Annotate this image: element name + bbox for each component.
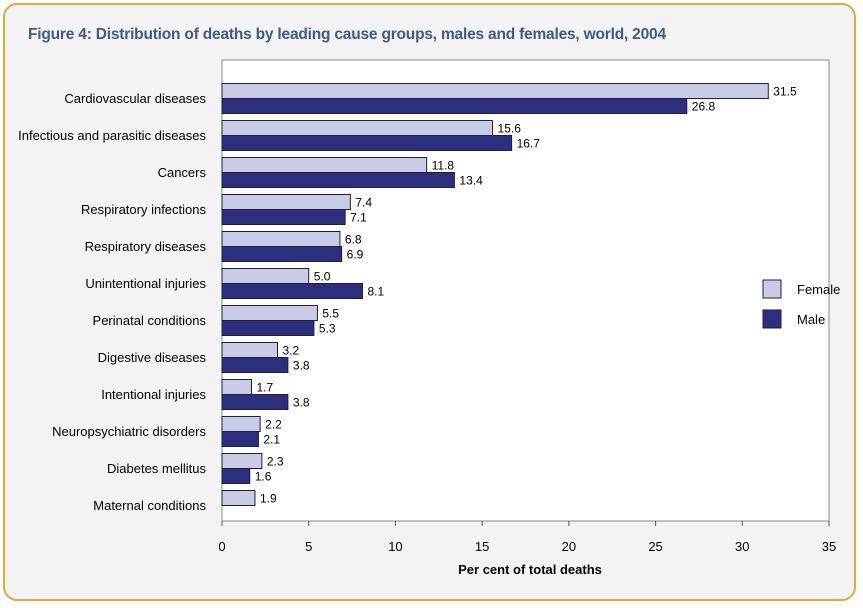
bar-female (221, 305, 318, 321)
bar-female (221, 268, 310, 284)
x-tick-label: 5 (305, 539, 312, 554)
legend-label-female: Female (797, 282, 840, 297)
category-label: Respiratory diseases (85, 239, 207, 254)
legend-swatch-female (762, 279, 782, 299)
bar-male (221, 172, 455, 188)
category-label: Infectious and parasitic diseases (18, 128, 206, 143)
bar-male (221, 394, 289, 410)
data-label: 2.2 (265, 418, 282, 432)
category-label: Respiratory infections (81, 202, 206, 217)
bar-male (221, 209, 346, 225)
x-tick-label: 30 (735, 539, 749, 554)
bar-male (221, 357, 289, 373)
category-label: Digestive diseases (98, 350, 207, 365)
bar-female (221, 83, 769, 99)
data-label: 26.8 (692, 100, 716, 114)
bar-female (221, 231, 341, 247)
data-label: 8.1 (367, 285, 384, 299)
x-tick-label: 20 (562, 539, 576, 554)
data-label: 2.1 (263, 433, 280, 447)
chart-title: Figure 4: Distribution of deaths by lead… (28, 26, 666, 43)
bar-male (221, 246, 343, 262)
x-tick-label: 35 (822, 539, 836, 554)
data-label: 5.0 (314, 270, 331, 284)
data-label: 1.9 (260, 492, 277, 506)
bar-female (221, 379, 252, 395)
data-label: 1.7 (256, 381, 273, 395)
bar-male (221, 320, 315, 336)
x-axis-label: Per cent of total deaths (458, 562, 602, 577)
x-tick-label: 25 (648, 539, 662, 554)
category-label: Perinatal conditions (93, 313, 207, 328)
data-label: 7.1 (350, 211, 367, 225)
bar-female (221, 157, 428, 173)
data-label: 6.8 (345, 233, 362, 247)
x-tick-label: 10 (388, 539, 402, 554)
data-label: 2.3 (267, 455, 284, 469)
bar-male (221, 431, 259, 447)
bar-male (221, 468, 251, 484)
bar-male (221, 135, 513, 151)
category-label: Unintentional injuries (85, 276, 206, 291)
bar-male (221, 98, 688, 114)
data-label: 13.4 (459, 174, 483, 188)
bar-female (221, 120, 494, 136)
data-label: 5.3 (319, 322, 336, 336)
data-label: 3.8 (293, 396, 310, 410)
category-label: Diabetes mellitus (107, 461, 206, 476)
bar-female (221, 194, 351, 210)
x-tick-label: 0 (218, 539, 225, 554)
data-label: 31.5 (773, 85, 797, 99)
bar-female (221, 342, 278, 358)
legend-label-male: Male (797, 312, 825, 327)
category-label: Intentional injuries (101, 387, 206, 402)
x-tick-label: 15 (475, 539, 489, 554)
data-label: 7.4 (355, 196, 372, 210)
category-label: Maternal conditions (93, 498, 206, 513)
data-label: 1.6 (255, 470, 272, 484)
category-label: Cardiovascular diseases (64, 91, 206, 106)
category-label: Neuropsychiatric disorders (52, 424, 206, 439)
data-label: 3.2 (282, 344, 299, 358)
bar-male (221, 283, 363, 299)
data-label: 11.8 (432, 159, 455, 173)
data-label: 6.9 (347, 248, 364, 262)
data-label: 15.6 (498, 122, 522, 136)
data-label: 16.7 (517, 137, 541, 151)
data-label: 5.5 (322, 307, 339, 321)
category-label: Cancers (158, 165, 207, 180)
bar-female (221, 453, 263, 469)
bar-female (221, 416, 261, 432)
data-label: 3.8 (293, 359, 310, 373)
bar-female (221, 490, 256, 506)
legend-swatch-male (762, 309, 782, 329)
